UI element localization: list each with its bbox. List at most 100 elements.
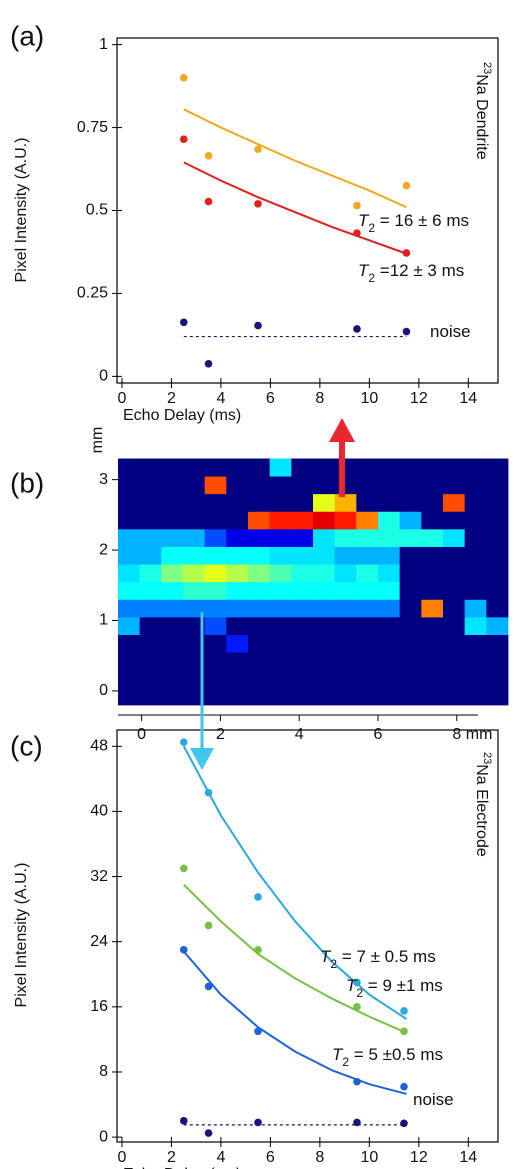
data-point bbox=[179, 946, 188, 954]
heatmap-cell bbox=[291, 616, 314, 635]
annotation-part: 2 bbox=[368, 271, 375, 285]
heatmap-cell bbox=[118, 458, 141, 477]
heatmap-cell bbox=[226, 493, 249, 512]
heatmap-cell bbox=[183, 528, 206, 547]
heatmap-cell bbox=[161, 669, 184, 688]
heatmap-cell bbox=[269, 616, 292, 635]
heatmap-cell bbox=[486, 546, 509, 565]
x-tick-label: 6 bbox=[374, 726, 383, 743]
heatmap-cell bbox=[118, 616, 141, 635]
annotation-part: 2 bbox=[342, 1055, 349, 1069]
heatmap-cell bbox=[399, 493, 422, 512]
heatmap-cell bbox=[399, 581, 422, 600]
data-point bbox=[353, 201, 361, 210]
heatmap-cell bbox=[334, 581, 357, 600]
heatmap-cell bbox=[161, 581, 184, 600]
heatmap-cell bbox=[443, 511, 466, 530]
heatmap-cell bbox=[183, 546, 206, 565]
heatmap-cell bbox=[139, 476, 162, 495]
heatmap-cell bbox=[204, 687, 227, 706]
heatmap-cell bbox=[183, 493, 206, 512]
fit-curve bbox=[183, 161, 407, 255]
fit-curve bbox=[183, 108, 407, 209]
heatmap-cell bbox=[248, 511, 271, 530]
heatmap-cell bbox=[291, 493, 314, 512]
side-label-part: 23 bbox=[481, 752, 493, 764]
heatmap-cell bbox=[399, 616, 422, 635]
annotation: T2 =12 ± 3 ms bbox=[358, 261, 464, 285]
heatmap-cell bbox=[399, 476, 422, 495]
heatmap-cell bbox=[378, 564, 401, 583]
x-tick-label: 14 bbox=[459, 1149, 477, 1166]
heatmap-cell bbox=[399, 528, 422, 547]
data-point bbox=[204, 359, 213, 368]
heatmap-cell bbox=[378, 511, 401, 530]
heatmap-cell bbox=[378, 687, 401, 706]
heatmap-cell bbox=[161, 493, 184, 512]
heatmap-cell bbox=[204, 616, 227, 635]
x-axis-title: Echo Delay (ms) bbox=[123, 1166, 241, 1169]
heatmap-cell bbox=[139, 599, 162, 618]
data-point bbox=[400, 1007, 408, 1015]
heatmap-cell bbox=[443, 458, 466, 477]
heatmap-cell bbox=[399, 599, 422, 618]
data-point bbox=[179, 318, 188, 327]
heatmap-cell bbox=[356, 493, 379, 512]
annotation-part: = 5 ±0.5 ms bbox=[349, 1045, 443, 1064]
heatmap-cell bbox=[486, 564, 509, 583]
annotation: T2 = 16 ± 6 ms bbox=[358, 211, 469, 235]
y-tick-label: 0.5 bbox=[86, 202, 108, 219]
heatmap-cell bbox=[183, 634, 206, 653]
panel-label: (c) bbox=[10, 730, 43, 761]
heatmap-cell bbox=[443, 616, 466, 635]
heatmap-cell bbox=[269, 493, 292, 512]
y-axis-title: Pixel Intensity (A.U.) bbox=[13, 863, 30, 1008]
heatmap-cell bbox=[204, 476, 227, 495]
heatmap-cell bbox=[421, 564, 444, 583]
y-tick-label: 1 bbox=[99, 612, 108, 629]
heatmap-cell bbox=[421, 599, 444, 618]
heatmap-cell bbox=[421, 546, 444, 565]
heatmap-cell bbox=[248, 599, 271, 618]
heatmap-cell bbox=[226, 476, 249, 495]
heatmap-cell bbox=[204, 458, 227, 477]
side-label-part: Na Electrode bbox=[473, 764, 490, 857]
heatmap-cell bbox=[118, 511, 141, 530]
heatmap-cell bbox=[443, 599, 466, 618]
heatmap-cell bbox=[443, 652, 466, 671]
heatmap-cell bbox=[291, 599, 314, 618]
heatmap-cell bbox=[226, 687, 249, 706]
data-point bbox=[204, 151, 213, 160]
heatmap-cell bbox=[183, 652, 206, 671]
data-point bbox=[179, 74, 188, 82]
annotation-part: = 7 ± 0.5 ms bbox=[337, 947, 436, 966]
heatmap-cell bbox=[269, 687, 292, 706]
heatmap-cell bbox=[399, 687, 422, 706]
heatmap-cell bbox=[269, 458, 292, 477]
heatmap-cell bbox=[356, 546, 379, 565]
heatmap-cell bbox=[378, 599, 401, 618]
heatmap-cell bbox=[226, 616, 249, 635]
heatmap-cell bbox=[443, 634, 466, 653]
heatmap-cell bbox=[161, 564, 184, 583]
heatmap-cell bbox=[378, 528, 401, 547]
heatmap-cell bbox=[334, 528, 357, 547]
annotation-part: 2 bbox=[330, 957, 337, 971]
heatmap-cell bbox=[334, 599, 357, 618]
heatmap-cell bbox=[464, 476, 487, 495]
heatmap-cell bbox=[291, 546, 314, 565]
heatmap-cell bbox=[334, 458, 357, 477]
annotation-part: T bbox=[346, 976, 358, 995]
heatmap-cell bbox=[378, 581, 401, 600]
annotation: T2 = 5 ±0.5 ms bbox=[332, 1045, 443, 1069]
heatmap-cell bbox=[183, 669, 206, 688]
heatmap-cell bbox=[313, 511, 336, 530]
heatmap-cell bbox=[183, 581, 206, 600]
y-tick-label: 16 bbox=[90, 998, 108, 1015]
heatmap-cell bbox=[378, 616, 401, 635]
data-point bbox=[254, 321, 262, 330]
annotation-part: T bbox=[358, 261, 370, 280]
data-point bbox=[254, 200, 262, 208]
heatmap-cell bbox=[226, 669, 249, 688]
heatmap-cell bbox=[183, 458, 206, 477]
